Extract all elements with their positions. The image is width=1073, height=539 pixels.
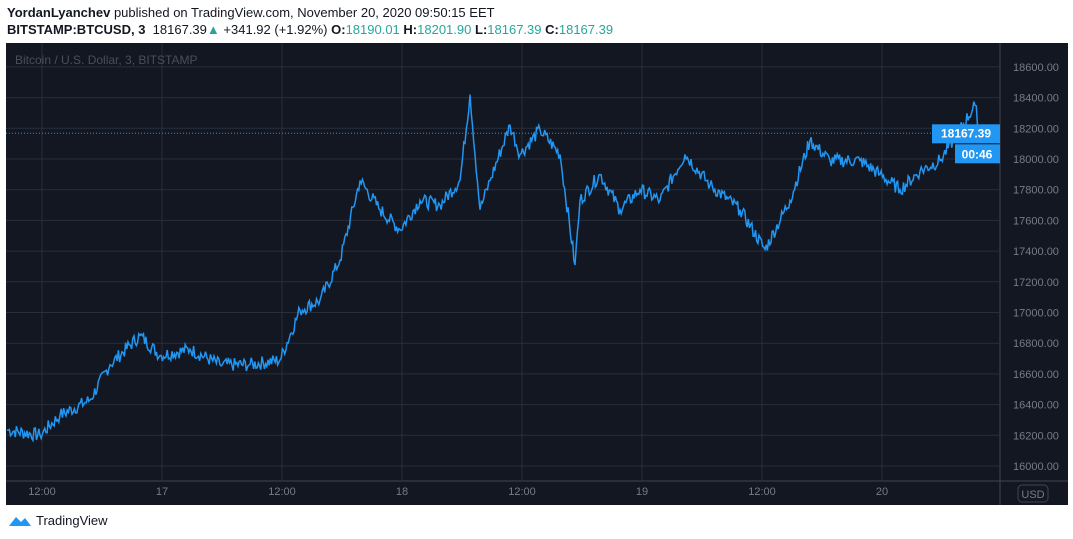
- y-tick-label: 17000.00: [1013, 308, 1059, 320]
- publish-info: YordanLyanchev published on TradingView.…: [7, 5, 495, 20]
- last-price-label: [932, 124, 1000, 144]
- footer: TradingView: [8, 513, 108, 528]
- x-tick-label: 12:00: [508, 486, 536, 498]
- y-tick-label: 17400.00: [1013, 246, 1059, 258]
- y-tick-label: 18600.00: [1013, 62, 1059, 74]
- chart-background: [6, 43, 1068, 505]
- x-tick-label: 12:00: [28, 486, 56, 498]
- y-tick-label: 16600.00: [1013, 369, 1059, 381]
- change: +341.92 (+1.92%): [223, 22, 328, 37]
- author[interactable]: YordanLyanchev: [7, 5, 111, 20]
- x-tick-label: 12:00: [748, 486, 776, 498]
- y-tick-label: 18000.00: [1013, 154, 1059, 166]
- countdown-text: 00:46: [962, 147, 993, 161]
- y-tick-label: 16000.00: [1013, 461, 1059, 473]
- y-tick-label: 17800.00: [1013, 185, 1059, 197]
- x-tick-label: 18: [396, 486, 408, 498]
- y-tick-label: 16400.00: [1013, 400, 1059, 412]
- y-tick-label: 16800.00: [1013, 338, 1059, 350]
- open-label: O:: [331, 22, 346, 37]
- price-line: [6, 94, 981, 443]
- currency-badge[interactable]: [1017, 484, 1049, 503]
- publish-text: published on TradingView.com, November 2…: [113, 5, 495, 20]
- y-tick-label: 17600.00: [1013, 215, 1059, 227]
- ticker-line: BITSTAMP:BTCUSD, 3 18167.39▲ +341.92 (+1…: [7, 22, 613, 37]
- symbol: BITSTAMP:BTCUSD, 3: [7, 22, 146, 37]
- countdown-label: [955, 144, 1000, 164]
- high-label: H:: [403, 22, 418, 37]
- y-tick-label: 16200.00: [1013, 430, 1059, 442]
- chart-title: Bitcoin / U.S. Dollar, 3, BITSTAMP: [15, 53, 198, 67]
- x-tick-label: 12:00: [268, 486, 296, 498]
- close-value: 18167.39: [558, 22, 614, 37]
- low-value: 18167.39: [487, 22, 542, 37]
- high-value: 18201.90: [417, 22, 472, 37]
- y-tick-label: 18400.00: [1013, 93, 1059, 105]
- grid: [6, 43, 1068, 505]
- last-price-text: 18167.39: [941, 126, 991, 140]
- tradingview-logo-icon: [9, 516, 31, 526]
- price-chart[interactable]: Bitcoin / U.S. Dollar, 3, BITSTAMP 16000…: [6, 43, 1068, 505]
- currency-label: USD: [1021, 489, 1044, 501]
- x-tick-label: 17: [156, 486, 168, 498]
- price-axis[interactable]: 16000.00 16200.00 16400.00 16600.00 16800.00…: [1013, 62, 1059, 473]
- y-tick-label: 17200.00: [1013, 277, 1059, 289]
- up-triangle-icon: ▲: [206, 22, 220, 37]
- x-tick-label: 19: [636, 486, 648, 498]
- last-price: 18167.39: [152, 22, 207, 37]
- brand[interactable]: TradingView: [36, 513, 108, 528]
- close-label: C:: [545, 22, 559, 37]
- x-tick-label: 20: [876, 486, 888, 498]
- time-axis[interactable]: 12:00 17 12:00 18 12:00 19 12:00 20: [28, 486, 888, 498]
- y-tick-label: 18200.00: [1013, 123, 1059, 135]
- open-value: 18190.01: [345, 22, 400, 37]
- low-label: L:: [475, 22, 488, 37]
